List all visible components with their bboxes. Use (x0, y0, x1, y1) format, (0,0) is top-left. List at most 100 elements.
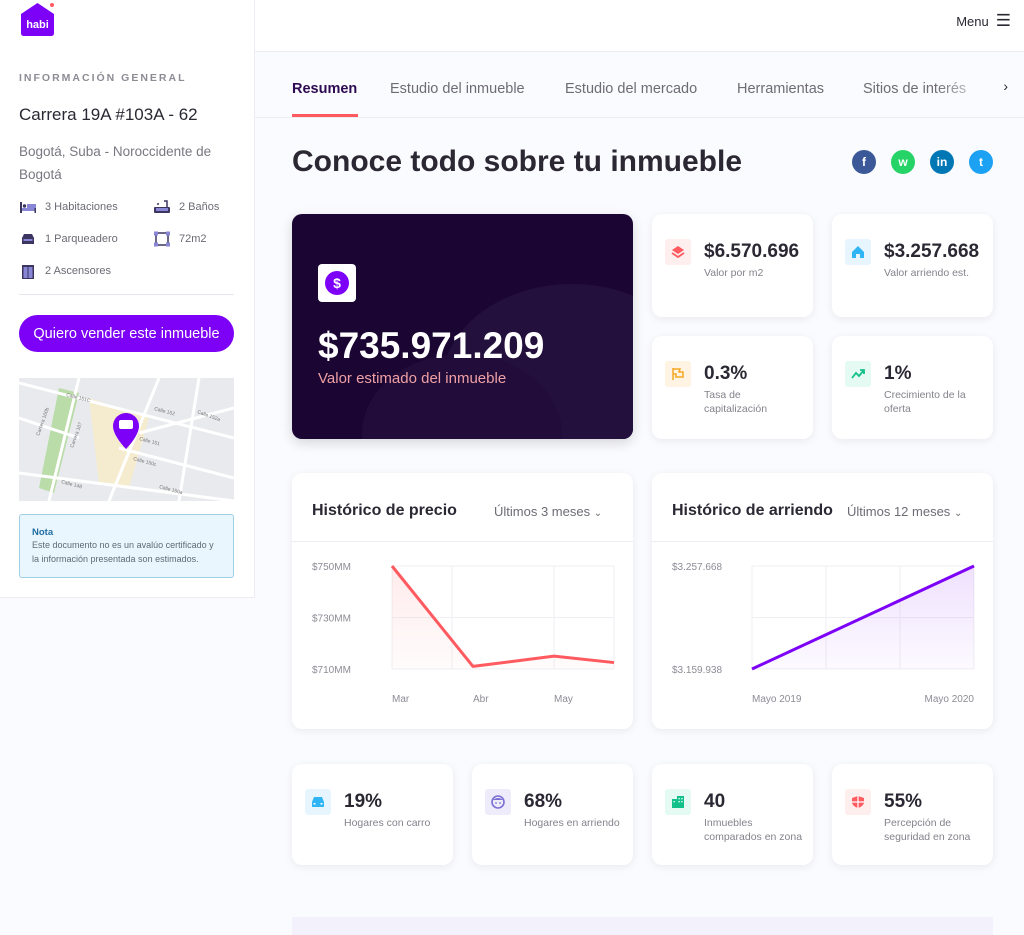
section-title: INFORMACIÓN GENERAL (19, 72, 187, 84)
buildings-icon (665, 789, 691, 815)
map-street-label: Calle 148 (60, 479, 82, 490)
stat-card: 19% Hogares con carro (292, 764, 453, 865)
feature-parking: 1 Parqueadero (19, 231, 118, 247)
facebook-icon[interactable]: f (852, 150, 876, 174)
stats-label: Hogares con carro (344, 817, 431, 829)
x-tick-label: Mayo 2020 (925, 694, 975, 705)
y-tick-label: $3.257.668 (672, 562, 722, 573)
feature-baths: 2 Baños (153, 199, 219, 215)
estimated-value-label: Valor estimado del inmueble (318, 370, 507, 387)
kpis-label: Tasa de capitalización (704, 389, 768, 415)
feature-rooms: 3 Habitaciones (19, 199, 118, 215)
chevron-down-icon: ⌄ (953, 508, 963, 519)
price-chart: $710MM $730MM $750MM Mar Abr May (312, 562, 615, 705)
kpi-card: $3.257.668 Valor arriendo est. (832, 214, 993, 317)
tab-herramientas[interactable]: Herramientas (737, 81, 825, 97)
chart-title: Histórico de precio (312, 502, 457, 519)
car-icon (305, 789, 331, 815)
sell-property-button[interactable]: Quiero vender este inmueble (19, 315, 234, 352)
page-title: Conoce todo sobre tu inmueble (292, 145, 743, 178)
twitter-icon[interactable]: t (969, 150, 993, 174)
stats-value: 19% (344, 791, 383, 812)
menu-label: Menu (956, 13, 989, 29)
property-address: Carrera 19A #103A - 62 (19, 105, 198, 124)
rent-chart: $3.159.938 $3.257.668 Mayo 2019 Mayo 2020 (672, 562, 975, 705)
map-streets: Calle 151C Calle 152 Calle 152a Calle 15… (19, 378, 234, 501)
y-tick-label: $730MM (312, 614, 351, 625)
flag-icon (665, 361, 691, 387)
stat-card: 40 Inmuebles comparados en zona (652, 764, 813, 865)
stat-card: 55% Percepción de seguridad en zona (832, 764, 993, 865)
price-history-card: Histórico de precio Últimos 3 meses ⌄ $7… (292, 473, 633, 729)
sidebar: habi INFORMACIÓN GENERAL Carrera 19A #10… (0, 0, 255, 598)
kpis-value: 0.3% (704, 363, 748, 384)
stat-card: 68% Hogares en arriendo (472, 764, 633, 865)
note-title: Nota (32, 527, 54, 538)
series-line (390, 565, 615, 668)
x-tick-label: Abr (473, 694, 489, 705)
range-label: Últimos 3 meses (494, 504, 591, 519)
feature-label: 1 Parqueadero (45, 233, 118, 245)
y-tick-label: $750MM (312, 562, 351, 573)
x-tick-label: May (554, 694, 573, 705)
feature-label: 72m2 (179, 233, 207, 245)
chart-title: Histórico de arriendo (672, 502, 833, 519)
face-icon (485, 789, 511, 815)
stats-label: Inmuebles comparados en zona (704, 817, 803, 843)
menu-button[interactable]: Menu ☰ (956, 11, 1011, 31)
map-street-label: Calle 151 (138, 436, 160, 447)
divider (652, 541, 993, 542)
feature-label: 2 Baños (179, 201, 220, 213)
divider (19, 294, 234, 295)
location-map[interactable]: Calle 151C Calle 152 Calle 152a Calle 15… (19, 378, 234, 501)
kpi-card: $6.570.696 Valor por m2 (652, 214, 813, 317)
linkedin-icon[interactable]: in (930, 150, 954, 174)
habi-logo[interactable]: habi (19, 2, 56, 36)
chevron-right-icon[interactable]: › (1003, 78, 1008, 94)
stats-value: 68% (524, 791, 563, 812)
chevron-down-icon: ⌄ (593, 508, 603, 519)
divider (292, 541, 633, 542)
footer-section (292, 917, 993, 935)
stats-value: 55% (884, 791, 923, 812)
x-tick-label: Mayo 2019 (752, 694, 802, 705)
range-dropdown[interactable]: Últimos 12 meses ⌄ (847, 504, 962, 519)
range-dropdown[interactable]: Últimos 3 meses ⌄ (494, 504, 602, 519)
trend-up-icon (845, 361, 871, 387)
kpis-label: Valor por m2 (704, 267, 764, 279)
shield-icon (845, 789, 871, 815)
feature-area: 72m2 (153, 231, 207, 247)
note-text: Este documento no es un avalúo certifica… (32, 540, 214, 564)
feature-label: 2 Ascensores (45, 265, 112, 277)
estimated-value: $735.971.209 (318, 325, 545, 366)
y-tick-label: $710MM (312, 665, 351, 676)
kpis-label: Valor arriendo est. (884, 267, 970, 279)
kpis-label: Crecimiento de la oferta (884, 389, 966, 415)
topbar: Menu ☰ (255, 0, 1024, 52)
kpis-value: $6.570.696 (704, 241, 800, 262)
elevator-icon (22, 265, 34, 279)
range-label: Últimos 12 meses (847, 504, 951, 519)
map-street-label: Calle 150a (158, 484, 183, 496)
svg-text:habi: habi (26, 19, 49, 31)
rent-history-card: Histórico de arriendo Últimos 12 meses ⌄… (652, 473, 993, 729)
tab-fade (935, 52, 995, 117)
feature-label: 3 Habitaciones (45, 201, 118, 213)
property-location: Bogotá, Suba - Noroccidente de Bogotá (19, 144, 212, 182)
active-tab-indicator (292, 114, 358, 117)
house-icon (845, 239, 871, 265)
layers-icon (665, 239, 691, 265)
tab-estudio-inmueble[interactable]: Estudio del inmueble (390, 81, 525, 97)
series-line (751, 564, 975, 671)
stats-label: Hogares en arriendo (524, 817, 620, 829)
tab-estudio-mercado[interactable]: Estudio del mercado (565, 81, 698, 97)
x-tick-label: Mar (392, 694, 410, 705)
map-street-label: Calle 152 (153, 406, 175, 417)
tab-bar: Resumen Estudio del inmueble Estudio del… (255, 52, 1024, 118)
estimated-value-card: $ $735.971.209 Valor estimado del inmueb… (292, 214, 633, 439)
series-area (392, 566, 614, 669)
feature-elevators: 2 Ascensores (19, 263, 111, 279)
tab-resumen[interactable]: Resumen (292, 81, 358, 97)
stats-value: 40 (704, 791, 726, 812)
whatsapp-icon[interactable]: w (891, 150, 915, 174)
